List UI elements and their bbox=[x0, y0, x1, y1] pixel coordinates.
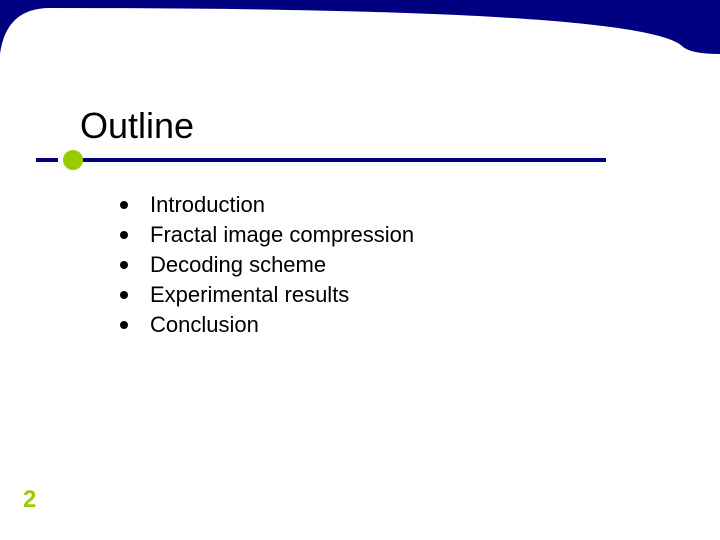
corner-svg bbox=[0, 0, 720, 95]
bullet-text: Conclusion bbox=[150, 310, 259, 340]
bullet-item: Fractal image compression bbox=[120, 220, 414, 250]
bullet-text: Experimental results bbox=[150, 280, 349, 310]
accent-dot-icon bbox=[63, 150, 83, 170]
bullet-text: Fractal image compression bbox=[150, 220, 414, 250]
bullet-dot-icon bbox=[120, 291, 128, 299]
bullet-dot-icon bbox=[120, 201, 128, 209]
bullet-dot-icon bbox=[120, 321, 128, 329]
bullet-item: Decoding scheme bbox=[120, 250, 414, 280]
bullet-item: Introduction bbox=[120, 190, 414, 220]
title-rule-long bbox=[82, 158, 606, 162]
bullet-text: Decoding scheme bbox=[150, 250, 326, 280]
bullet-dot-icon bbox=[120, 231, 128, 239]
slide: Outline IntroductionFractal image compre… bbox=[0, 0, 720, 540]
corner-path bbox=[0, 0, 720, 54]
page-number: 2 bbox=[23, 486, 36, 514]
bullet-list: IntroductionFractal image compressionDec… bbox=[120, 190, 414, 340]
bullet-dot-icon bbox=[120, 261, 128, 269]
top-corner-shape bbox=[0, 0, 720, 95]
bullet-item: Experimental results bbox=[120, 280, 414, 310]
title-rule-tick bbox=[36, 158, 58, 162]
bullet-text: Introduction bbox=[150, 190, 265, 220]
slide-title: Outline bbox=[80, 105, 194, 147]
bullet-item: Conclusion bbox=[120, 310, 414, 340]
